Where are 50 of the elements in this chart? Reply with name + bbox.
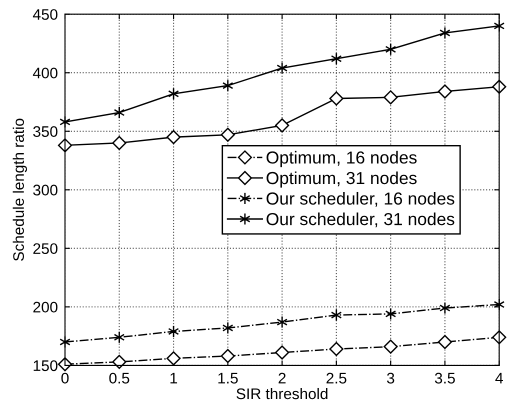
y-tick-label: 200	[33, 302, 58, 313]
legend-label: Optimum, 31 nodes	[266, 171, 417, 188]
point	[384, 90, 398, 104]
point	[276, 316, 288, 328]
x-tick-label: 0	[61, 372, 69, 384]
y-axis-title: Schedule length ratio	[12, 118, 28, 261]
point	[439, 302, 450, 314]
x-axis-title: SIR threshold	[236, 388, 328, 400]
point	[276, 62, 288, 74]
y-tick-label: 350	[33, 126, 58, 137]
x-tick-label: 0.5	[109, 372, 130, 384]
x-tick-label: 3.5	[434, 372, 455, 384]
point	[275, 345, 290, 360]
point	[384, 340, 398, 354]
point	[220, 348, 235, 364]
point	[275, 118, 290, 132]
point	[438, 84, 452, 99]
y-tick-label: 150	[34, 360, 58, 372]
point	[329, 91, 344, 106]
point	[330, 52, 342, 65]
point	[385, 308, 396, 320]
point	[112, 136, 126, 150]
point	[114, 106, 125, 119]
point	[222, 322, 234, 334]
y-tick-label: 300	[33, 184, 58, 196]
point	[58, 357, 72, 372]
legend-label: Our scheduler, 16 nodes	[266, 192, 454, 207]
point	[329, 342, 344, 356]
point	[439, 26, 450, 40]
point	[166, 130, 181, 144]
point	[114, 331, 125, 344]
point	[222, 79, 234, 92]
legend-label: Optimum, 16 nodes	[266, 150, 417, 168]
y-tick-label: 400	[32, 68, 58, 78]
x-tick-label: 3	[386, 372, 394, 384]
x-tick-label: 2.5	[326, 372, 346, 384]
legend-label: Our scheduler, 31 nodes	[266, 212, 454, 228]
x-tick-label: 1.5	[218, 372, 238, 384]
x-tick-label: 2	[278, 372, 286, 384]
point	[330, 308, 342, 322]
y-tick-label: 250	[33, 243, 58, 254]
point	[220, 128, 235, 142]
x-tick-label: 4	[495, 372, 503, 384]
point	[58, 138, 72, 152]
point	[385, 43, 396, 56]
x-tick-label: 1	[170, 372, 178, 384]
point	[112, 354, 126, 369]
y-tick-label: 450	[32, 9, 58, 20]
point	[438, 334, 452, 350]
point	[166, 351, 181, 366]
